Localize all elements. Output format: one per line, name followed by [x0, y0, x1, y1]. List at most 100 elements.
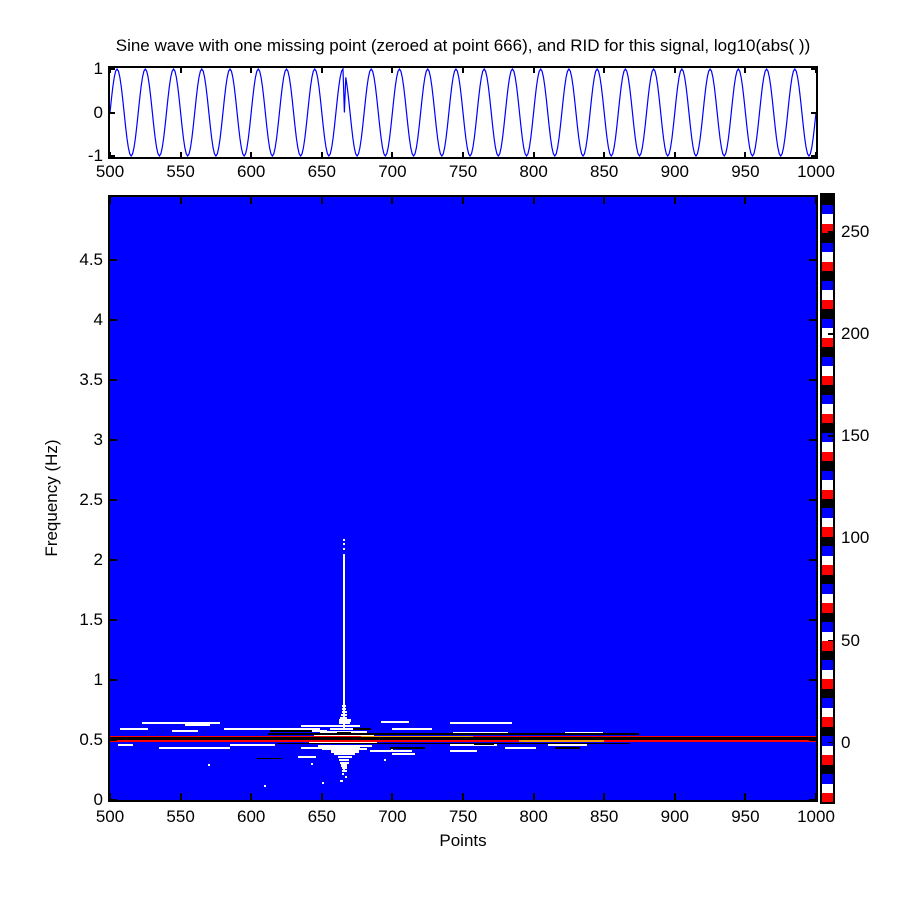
colorbar-block	[822, 745, 833, 756]
x-tick-mark	[250, 152, 253, 157]
colorbar-block	[822, 479, 833, 490]
x-axis-label: Points	[439, 831, 487, 850]
colorbar-block	[822, 707, 833, 718]
colorbar-block	[822, 650, 833, 661]
x-tick-mark	[110, 197, 111, 204]
blob-row	[342, 770, 347, 773]
spike-dot	[343, 538, 346, 541]
colorbar-block	[822, 754, 833, 765]
x-tick-label: 750	[448, 162, 478, 181]
colorbar-block	[822, 213, 833, 224]
stripe-row	[268, 733, 640, 736]
white-dash	[118, 744, 133, 746]
colorbar-tick-mark	[828, 333, 833, 335]
colorbar-block	[822, 384, 833, 395]
colorbar-block	[822, 375, 833, 386]
x-tick-label: 550	[166, 162, 195, 181]
rid-heatmap	[110, 197, 816, 800]
colorbar-block	[822, 583, 833, 594]
y-tick-mark	[811, 111, 816, 114]
colorbar-block	[822, 783, 833, 794]
y-tick-mark	[110, 799, 117, 800]
colorbar-block	[822, 327, 833, 338]
orange-dash	[519, 739, 605, 742]
white-dash	[224, 727, 321, 730]
x-tick-mark	[673, 152, 676, 157]
x-tick-mark	[603, 68, 606, 73]
spike-dot	[343, 543, 346, 546]
colorbar-block	[822, 470, 833, 481]
blob-row	[340, 761, 349, 764]
x-tick-mark	[815, 68, 816, 73]
x-tick-label: 500	[95, 807, 125, 826]
x-tick-mark	[110, 793, 111, 800]
colorbar-block	[822, 308, 833, 319]
blob-row	[340, 764, 348, 767]
colorbar-block	[822, 356, 833, 367]
colorbar-block	[822, 280, 833, 291]
colorbar-block	[822, 564, 833, 575]
x-tick-mark	[603, 152, 606, 157]
blob-row	[321, 747, 368, 750]
y-tick-mark	[809, 439, 816, 441]
x-tick-mark	[462, 152, 464, 157]
colorbar-block	[822, 602, 833, 613]
sine-wave-path	[110, 68, 816, 157]
x-tick-label: 600	[237, 162, 266, 181]
black-dash	[554, 747, 581, 749]
white-dot	[343, 767, 346, 770]
colorbar-block	[822, 536, 833, 547]
colorbar-block	[822, 688, 833, 699]
blob-row	[338, 756, 353, 759]
y-tick-mark	[811, 155, 816, 157]
colorbar-tick-mark	[828, 639, 833, 642]
x-tick-label: 750	[448, 807, 478, 826]
colorbar-tick-mark	[828, 435, 833, 437]
white-dash	[184, 724, 211, 726]
x-tick-mark	[462, 793, 464, 800]
y-tick-mark	[110, 379, 117, 381]
white-dash	[505, 747, 537, 749]
colorbar-block	[822, 251, 833, 262]
x-tick-label: 850	[590, 807, 619, 826]
x-tick-label: 950	[731, 807, 760, 826]
colorbar-block	[822, 621, 833, 632]
colorbar-block	[822, 489, 833, 499]
colorbar-block	[822, 318, 833, 329]
black-dash	[389, 747, 425, 749]
white-dash	[450, 744, 497, 746]
x-tick-label: 800	[519, 162, 548, 181]
x-tick-mark	[462, 197, 464, 204]
colorbar-tick-mark	[828, 537, 833, 540]
black-dash	[256, 757, 283, 760]
y-tick-label: 2	[93, 550, 103, 569]
white-dot	[391, 748, 394, 751]
x-tick-mark	[250, 197, 253, 204]
y-tick-label: 0	[93, 102, 103, 122]
x-tick-mark	[815, 793, 816, 800]
colorbar-block	[822, 517, 833, 528]
x-tick-label: 600	[237, 807, 266, 826]
x-tick-label: 1000	[797, 162, 835, 181]
x-tick-label: 850	[590, 162, 619, 181]
colorbar-block	[822, 716, 833, 727]
x-tick-label: 650	[307, 162, 336, 181]
x-tick-label: 900	[660, 162, 689, 181]
colorbar-block	[822, 507, 833, 518]
y-tick-mark	[110, 679, 117, 681]
colorbar-block	[822, 204, 833, 215]
y-tick-mark	[110, 111, 115, 114]
colorbar-block	[822, 792, 833, 802]
y-tick-mark	[809, 319, 816, 321]
x-tick-label: 500	[95, 162, 125, 181]
y-tick-mark	[809, 259, 816, 261]
colorbar-block	[822, 460, 833, 471]
white-dash	[450, 722, 513, 724]
y-tick-label: 2.5	[79, 490, 103, 509]
x-tick-label: 650	[307, 807, 336, 826]
y-tick-label: 3	[93, 430, 103, 449]
white-dot	[384, 759, 387, 762]
x-tick-mark	[815, 152, 816, 157]
y-tick-mark	[809, 619, 816, 621]
x-tick-mark	[532, 152, 535, 157]
